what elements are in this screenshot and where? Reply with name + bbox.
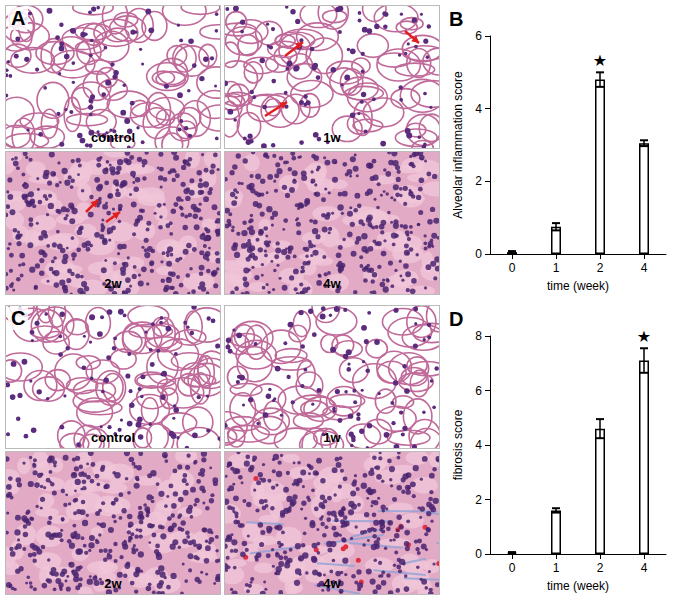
svg-text:fibrosis score: fibrosis score xyxy=(451,409,465,480)
svg-text:0: 0 xyxy=(475,247,482,261)
svg-text:1: 1 xyxy=(553,561,560,575)
svg-text:2: 2 xyxy=(475,493,482,507)
svg-text:1: 1 xyxy=(553,261,560,275)
html-text:A: A xyxy=(11,7,26,29)
html-text:1w: 1w xyxy=(323,130,341,145)
svg-text:6: 6 xyxy=(475,29,482,43)
svg-text:2: 2 xyxy=(475,174,482,188)
html-text:control: control xyxy=(91,430,135,445)
svg-text:★: ★ xyxy=(593,51,607,70)
svg-text:4: 4 xyxy=(475,102,482,116)
svg-text:2: 2 xyxy=(597,561,604,575)
html-text:4w: 4w xyxy=(323,276,341,291)
svg-text:Alveolar inflammation score: Alveolar inflammation score xyxy=(451,71,465,219)
html-text:C: C xyxy=(11,307,26,329)
html-text:control: control xyxy=(91,130,135,145)
svg-text:0: 0 xyxy=(475,547,482,561)
svg-text:4: 4 xyxy=(641,261,648,275)
svg-text:8: 8 xyxy=(475,329,482,343)
svg-text:4: 4 xyxy=(475,438,482,452)
svg-text:time (week): time (week) xyxy=(547,579,609,593)
svg-text:6: 6 xyxy=(475,384,482,398)
html-text:2w: 2w xyxy=(104,276,122,291)
svg-text:★: ★ xyxy=(637,327,651,346)
html-text:4w: 4w xyxy=(323,576,341,591)
svg-text:time (week): time (week) xyxy=(547,279,609,293)
svg-text:0: 0 xyxy=(509,561,516,575)
html-text:2w: 2w xyxy=(104,576,122,591)
svg-text:2: 2 xyxy=(597,261,604,275)
svg-text:B: B xyxy=(449,8,463,30)
svg-text:4: 4 xyxy=(641,561,648,575)
svg-text:0: 0 xyxy=(509,261,516,275)
svg-text:D: D xyxy=(449,308,463,330)
html-text:1w: 1w xyxy=(323,430,341,445)
